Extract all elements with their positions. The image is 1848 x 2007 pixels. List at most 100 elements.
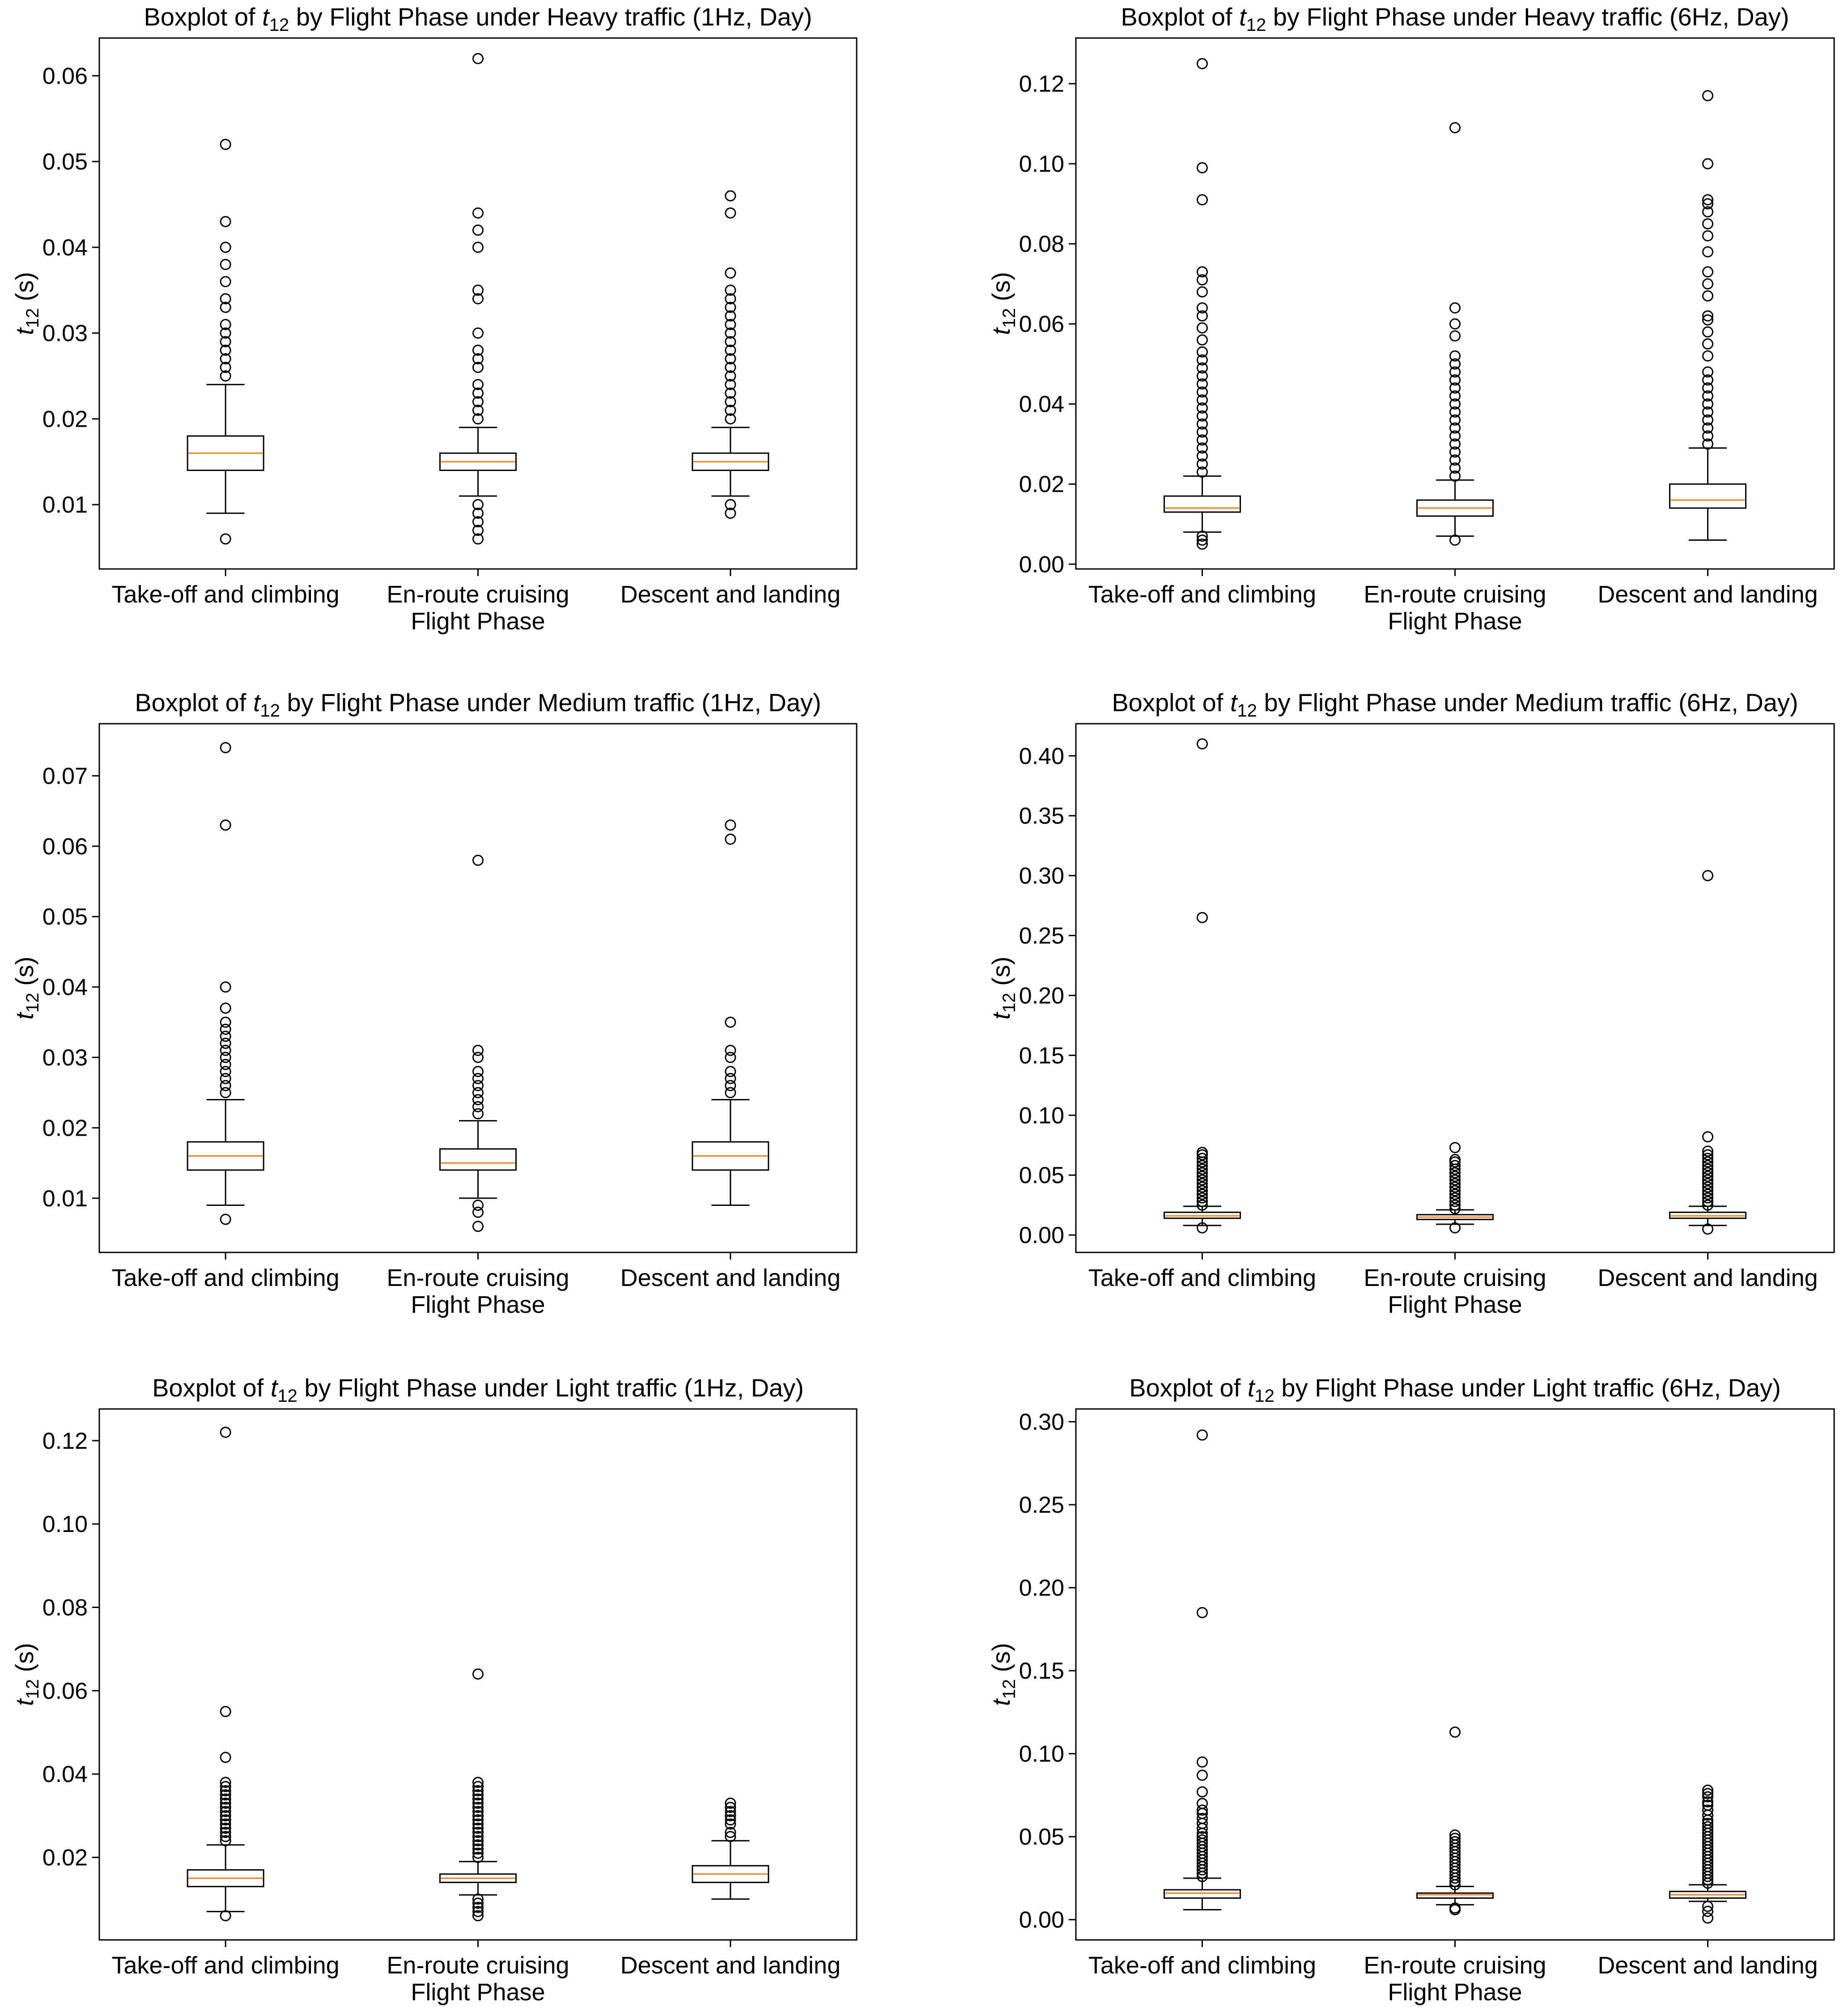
title-prefix: Boxplot of xyxy=(1129,1374,1248,1402)
outlier-point xyxy=(1197,1607,1208,1618)
iqr-box xyxy=(187,435,264,471)
outlier-point xyxy=(1449,1154,1461,1165)
box-1 xyxy=(1164,738,1241,1234)
outlier-point xyxy=(1449,1833,1461,1844)
y-tick-label: 0.00 xyxy=(1019,1907,1064,1933)
outlier-point xyxy=(1702,1912,1713,1924)
chart-title: Boxplot of t12 by Flight Phase under Med… xyxy=(135,688,821,721)
title-suffix: by Flight Phase under Medium traffic (1H… xyxy=(280,688,821,717)
outlier-point xyxy=(1702,1804,1713,1816)
title-subscript: 12 xyxy=(277,1386,297,1406)
outlier-point xyxy=(472,525,484,536)
outlier-point xyxy=(1702,1153,1713,1164)
outlier-point xyxy=(725,1087,736,1099)
title-subscript: 12 xyxy=(260,701,280,721)
outlier-point xyxy=(220,361,231,373)
outlier-point xyxy=(472,361,484,373)
outlier-point xyxy=(472,1847,484,1859)
outlier-point xyxy=(1197,1834,1208,1846)
outlier-point xyxy=(220,1087,231,1099)
outlier-point xyxy=(1197,418,1208,430)
outlier-point xyxy=(725,1044,736,1056)
outlier-point xyxy=(472,516,484,528)
outlier-point xyxy=(1702,310,1713,322)
outlier-point xyxy=(725,361,736,373)
outlier-point xyxy=(472,1827,484,1838)
plot-frame xyxy=(98,1408,858,1941)
outlier-point xyxy=(1449,422,1461,434)
outlier-point xyxy=(725,370,736,382)
outlier-point xyxy=(1702,1178,1713,1189)
outlier-point xyxy=(1702,194,1713,206)
outlier-point xyxy=(1702,1174,1713,1186)
y-tick-label: 0.25 xyxy=(1019,1492,1064,1518)
outlier-point xyxy=(472,1802,484,1813)
outlier-point xyxy=(1197,162,1208,174)
outlier-point xyxy=(220,293,231,305)
y-tick-label: 0.01 xyxy=(42,1186,88,1212)
y-label-variable: t xyxy=(10,1698,38,1706)
outlier-point xyxy=(220,819,231,831)
title-suffix: by Flight Phase under Light traffic (6Hz… xyxy=(1274,1374,1781,1402)
outlier-point xyxy=(725,1080,736,1091)
outlier-point xyxy=(472,499,484,510)
outlier-point xyxy=(1702,230,1713,242)
outlier-point xyxy=(725,353,736,365)
outlier-point xyxy=(1197,1769,1208,1781)
outlier-point xyxy=(725,387,736,399)
y-label-unit: (s) xyxy=(10,272,38,308)
box-1 xyxy=(187,139,264,545)
outlier-point xyxy=(472,1200,484,1211)
outlier-point xyxy=(1702,218,1713,229)
outlier-point xyxy=(472,1910,484,1922)
y-tick-label: 0.10 xyxy=(1019,1741,1064,1767)
outlier-point xyxy=(1702,438,1713,450)
outlier-point xyxy=(472,1852,484,1863)
outlier-point xyxy=(1197,450,1208,462)
outlier-point xyxy=(1702,390,1713,402)
outlier-point xyxy=(1702,870,1713,882)
outlier-point xyxy=(220,533,231,545)
outlier-point xyxy=(1449,382,1461,394)
y-label-subscript: 12 xyxy=(999,308,1019,328)
outlier-point xyxy=(1197,1196,1208,1207)
outlier-point xyxy=(1702,1185,1713,1197)
outlier-point xyxy=(1449,390,1461,402)
y-tick-label: 0.04 xyxy=(42,1761,88,1787)
outlier-point xyxy=(1702,350,1713,362)
y-tick-label: 0.05 xyxy=(42,904,88,930)
outlier-point xyxy=(472,413,484,424)
outlier-point xyxy=(725,284,736,296)
outlier-point xyxy=(725,499,736,510)
title-subscript: 12 xyxy=(1246,15,1266,35)
outlier-point xyxy=(1197,1153,1208,1164)
iqr-box xyxy=(187,1141,264,1171)
outlier-point xyxy=(1197,466,1208,478)
x-axis-label: Flight Phase xyxy=(411,1291,545,1318)
outlier-point xyxy=(1197,1199,1208,1211)
outlier-point xyxy=(725,819,736,831)
title-variable: t xyxy=(1239,3,1247,31)
outlier-point xyxy=(220,242,231,253)
outlier-point xyxy=(472,379,484,390)
outlier-point xyxy=(1197,530,1208,542)
y-label-unit: (s) xyxy=(987,957,1015,993)
x-category-label: Descent and landing xyxy=(620,581,841,608)
outlier-point xyxy=(220,259,231,270)
outlier-point xyxy=(1197,458,1208,470)
x-axis-label: Flight Phase xyxy=(1388,1291,1522,1318)
x-category-label: Descent and landing xyxy=(1597,1952,1818,1979)
outlier-point xyxy=(725,1806,736,1817)
outlier-point xyxy=(472,1839,484,1851)
outlier-point xyxy=(220,1810,231,1821)
outlier-point xyxy=(1449,1192,1461,1204)
outlier-point xyxy=(1197,538,1208,550)
title-suffix: by Flight Phase under Light traffic (1Hz… xyxy=(297,1374,804,1402)
y-label-variable: t xyxy=(987,327,1015,335)
title-subscript: 12 xyxy=(269,15,289,35)
outlier-point xyxy=(1449,454,1461,466)
outlier-point xyxy=(1449,446,1461,458)
outlier-point xyxy=(220,1835,231,1846)
outlier-point xyxy=(1702,1196,1713,1207)
